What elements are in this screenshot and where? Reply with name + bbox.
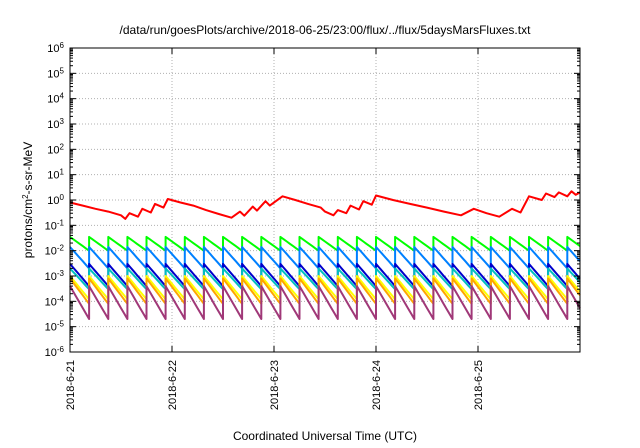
y-tick-base: 10	[47, 170, 59, 182]
y-tick-base: 10	[47, 195, 59, 207]
y-tick-exponent: -1	[57, 218, 65, 227]
y-axis-title: protons/cm2-s-sr-MeV	[21, 142, 36, 258]
y-tick-exponent: 1	[60, 167, 65, 176]
x-axis-ticks: 2018-6-21 2018-6-22 2018-6-23 2018-6-24 2018…	[65, 48, 485, 410]
y-tick-base: 10	[45, 271, 57, 283]
y-tick-label: 103	[47, 117, 64, 132]
x-tick-label: 2018-6-23	[269, 360, 281, 410]
x-axis-title: Coordinated Universal Time (UTC)	[233, 429, 417, 443]
y-axis-title-rest: -s-sr-MeV	[21, 142, 35, 195]
x-tick-label: 2018-6-21	[65, 360, 77, 410]
y-tick-base: 10	[45, 246, 57, 258]
x-tick-label: 2018-6-25	[473, 360, 485, 410]
series-line-7	[69, 277, 581, 305]
y-tick-base: 10	[47, 119, 59, 131]
series-line-8	[69, 285, 581, 320]
y-axis-ticks: 10-610-510-410-310-210-11001011021031041…	[45, 41, 580, 360]
series-line-2	[69, 235, 581, 252]
y-tick-label: 10-4	[45, 294, 65, 309]
series-line-3	[69, 246, 581, 270]
y-tick-base: 10	[45, 347, 57, 359]
y-tick-label: 10-5	[45, 319, 65, 334]
y-tick-exponent: 0	[60, 193, 65, 202]
y-tick-exponent: 3	[60, 117, 65, 126]
chart-title: /data/run/goesPlots/archive/2018-06-25/2…	[120, 23, 532, 37]
y-tick-exponent: -5	[57, 319, 65, 328]
y-tick-base: 10	[47, 144, 59, 156]
y-axis-title-base: protons/cm	[21, 199, 35, 258]
y-tick-base: 10	[47, 43, 59, 55]
grid	[70, 48, 580, 352]
y-tick-label: 10-6	[45, 345, 65, 360]
y-tick-exponent: 2	[60, 142, 65, 151]
y-tick-exponent: -2	[57, 243, 65, 252]
y-tick-label: 101	[47, 167, 64, 182]
y-tick-base: 10	[45, 322, 57, 334]
y-tick-exponent: -6	[57, 345, 65, 354]
y-tick-label: 10-3	[45, 269, 65, 284]
series-line-6	[69, 275, 581, 301]
y-tick-label: 105	[47, 66, 64, 81]
y-tick-base: 10	[45, 296, 57, 308]
y-tick-base: 10	[47, 68, 59, 80]
y-tick-label: 104	[47, 91, 64, 106]
y-tick-exponent: -4	[57, 294, 65, 303]
x-tick-label: 2018-6-24	[371, 360, 383, 410]
y-tick-exponent: 5	[60, 66, 65, 75]
y-tick-base: 10	[45, 220, 57, 232]
y-tick-exponent: -3	[57, 269, 65, 278]
y-tick-label: 106	[47, 41, 64, 56]
y-tick-label: 102	[47, 142, 64, 157]
series-line-5	[69, 267, 581, 291]
series-layer	[69, 190, 581, 320]
y-tick-label: 10-1	[45, 218, 65, 233]
y-tick-label: 100	[47, 193, 64, 208]
y-tick-label: 10-2	[45, 243, 65, 258]
x-tick-label: 2018-6-22	[167, 360, 179, 410]
y-tick-base: 10	[47, 94, 59, 106]
series-line-1	[69, 190, 581, 220]
y-tick-exponent: 6	[60, 41, 65, 50]
y-axis-title-exponent: 2	[21, 194, 30, 199]
series-line-4	[69, 262, 581, 288]
y-tick-exponent: 4	[60, 91, 65, 100]
